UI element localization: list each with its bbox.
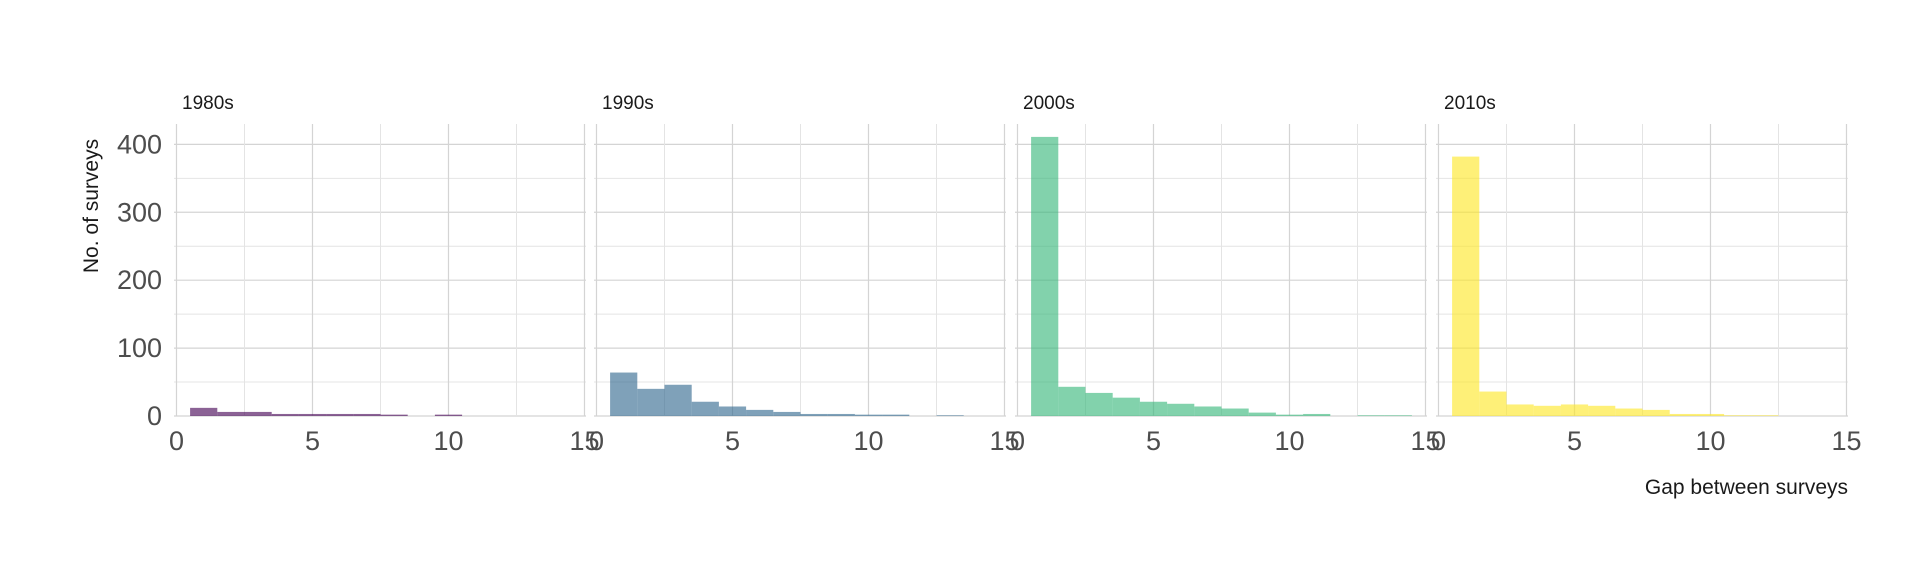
- histogram-bar: [1221, 408, 1249, 416]
- histogram-bar: [298, 413, 327, 416]
- x-tick-label: 10: [433, 426, 463, 456]
- x-tick-label: 10: [1695, 426, 1725, 456]
- histogram-bar: [1112, 397, 1140, 416]
- x-tick-label: 0: [1010, 426, 1025, 456]
- histogram-bar: [1085, 392, 1113, 416]
- histogram-bar: [1275, 414, 1304, 416]
- y-tick-label: 300: [117, 197, 162, 227]
- histogram-bar: [1248, 412, 1276, 416]
- y-tick-label: 100: [117, 333, 162, 363]
- histogram-bar: [1506, 404, 1534, 416]
- histogram-bar: [800, 413, 828, 416]
- histogram-bar: [326, 413, 354, 416]
- facet-label: 1980s: [182, 93, 234, 114]
- histogram-bar: [190, 407, 218, 416]
- y-axis-title: No. of surveys: [80, 139, 103, 273]
- histogram-bar: [271, 413, 299, 416]
- histogram-bar: [773, 411, 801, 416]
- histogram-bar: [1696, 413, 1725, 416]
- histogram-bar: [746, 409, 774, 416]
- histogram-bar: [1357, 415, 1385, 416]
- histogram-bar: [434, 414, 463, 416]
- x-tick-label: 15: [989, 426, 1019, 456]
- histogram-bar: [1533, 405, 1561, 416]
- histogram-bar: [1615, 408, 1643, 416]
- histogram-bar: [1194, 406, 1222, 416]
- histogram-bar: [1669, 413, 1697, 416]
- histogram-bar: [637, 388, 665, 416]
- histogram-bar: [718, 406, 747, 416]
- x-tick-label: 0: [589, 426, 604, 456]
- histogram-bar: [1452, 156, 1480, 417]
- histogram-bar: [1588, 405, 1616, 416]
- histogram-bar: [882, 414, 910, 416]
- histogram-bar: [1303, 413, 1331, 416]
- histogram-bar: [1560, 404, 1589, 416]
- y-tick-label: 0: [147, 401, 162, 431]
- y-tick-label: 200: [117, 265, 162, 295]
- facet-label: 1990s: [602, 93, 654, 114]
- x-tick-label: 10: [853, 426, 883, 456]
- x-tick-label: 5: [1146, 426, 1161, 456]
- x-tick-label: 5: [725, 426, 740, 456]
- histogram-bar: [1642, 409, 1670, 416]
- histogram-bar: [827, 413, 855, 416]
- y-tick-label: 400: [117, 129, 162, 159]
- x-tick-label: 10: [1274, 426, 1304, 456]
- histogram-bar: [936, 415, 964, 416]
- x-tick-label: 5: [305, 426, 320, 456]
- histogram-bar: [854, 414, 883, 416]
- x-tick-label: 5: [1567, 426, 1582, 456]
- x-tick-label: 0: [169, 426, 184, 456]
- x-axis-title: Gap between surveys: [1645, 476, 1848, 499]
- histogram-bar: [1167, 403, 1195, 416]
- histogram-bar: [610, 372, 638, 416]
- histogram-bar: [353, 413, 381, 416]
- x-tick-label: 0: [1431, 426, 1446, 456]
- histogram-bar: [217, 411, 245, 416]
- histogram-bar: [244, 411, 272, 416]
- histogram-bar: [1384, 415, 1412, 416]
- histogram-bar: [1058, 386, 1086, 416]
- histogram-bar: [1479, 391, 1507, 416]
- facet-label: 2010s: [1444, 93, 1496, 114]
- histogram-bar: [1031, 136, 1059, 416]
- x-tick-label: 15: [1831, 426, 1861, 456]
- histogram-bar: [380, 414, 408, 416]
- histogram-bar: [664, 384, 692, 416]
- x-tick-label: 15: [1410, 426, 1440, 456]
- facet-label: 2000s: [1023, 93, 1075, 114]
- x-tick-label: 15: [569, 426, 599, 456]
- histogram-bar: [1751, 415, 1779, 416]
- histogram-bar: [1724, 415, 1752, 416]
- histogram-bar: [1139, 401, 1168, 416]
- histogram-bar: [691, 401, 719, 416]
